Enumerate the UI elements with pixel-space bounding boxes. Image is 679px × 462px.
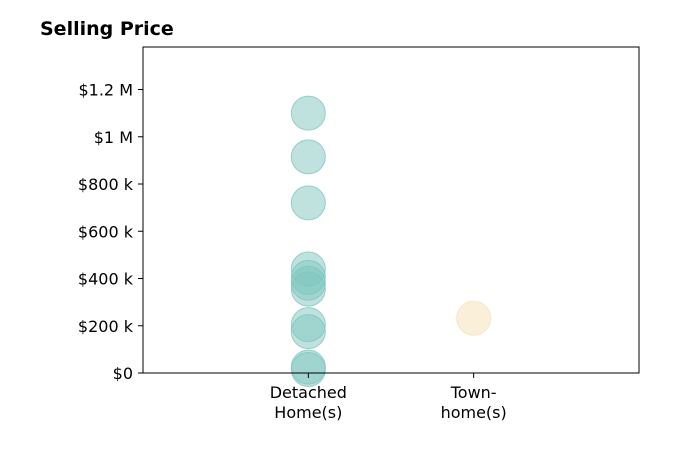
y-axis: $0 $200 k $400 k $600 k $800 k $1 M $1.2 M — [78, 81, 143, 383]
data-point-0-8 — [290, 314, 326, 350]
x-axis: Detached Home(s) Town-home(s) — [270, 373, 507, 422]
plot-area-frame — [142, 46, 640, 374]
y-tick-label-2: $400 k — [78, 270, 134, 289]
chart-title: Selling Price — [40, 18, 174, 40]
data-point-0-1 — [290, 139, 326, 175]
data-point-0-2 — [290, 185, 326, 221]
y-tick-label-4: $800 k — [78, 175, 134, 194]
data-point-0-6 — [290, 271, 326, 307]
y-tick-label-1: $200 k — [78, 317, 134, 336]
y-tick-label-0: $0 — [113, 364, 133, 383]
data-point-0-0 — [290, 95, 326, 131]
data-point-0-10 — [290, 351, 326, 387]
x-tick-label-0: Detached Home(s) — [270, 383, 347, 422]
y-tick-label-5: $1 M — [94, 128, 133, 147]
y-tick-label-3: $600 k — [78, 222, 134, 241]
x-tick-label-1: Town-home(s) — [441, 383, 507, 422]
data-point-1-0 — [456, 300, 492, 336]
y-tick-label-6: $1.2 M — [78, 81, 133, 100]
data-points — [290, 95, 492, 387]
